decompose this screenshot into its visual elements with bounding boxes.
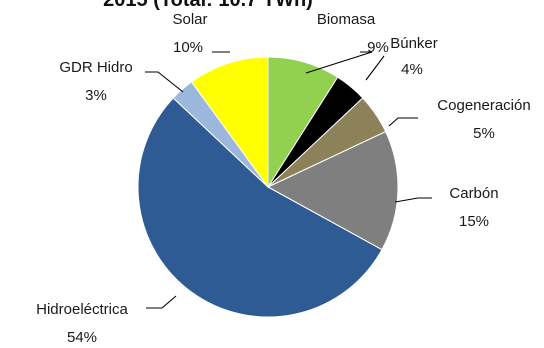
- slice-percent-gdr-hidro: 3%: [85, 87, 107, 104]
- slice-name-cogeneracion: Cogeneración: [437, 97, 530, 114]
- slice-percent-cogeneracion: 5%: [473, 125, 495, 142]
- slice-name-solar: Solar: [172, 11, 207, 28]
- slice-labels: Biomasa 9% Búnker 4% Cogeneración 5% Carbón 15%…: [36, 11, 531, 346]
- chart-title: 2015 (Total: 10.7 TWh): [103, 0, 313, 11]
- slice-name-gdr-hidro: GDR Hidro: [59, 59, 132, 76]
- slice-percent-bunker: 4%: [401, 61, 423, 78]
- leader-line-carbon: [394, 197, 432, 203]
- slice-percent-hidroelectrica: 54%: [67, 329, 97, 346]
- leader-line-gdr-hidro: [145, 71, 184, 93]
- pie-slice-carbon: [266, 130, 399, 251]
- pie-slice-hidroelectrica: [137, 97, 383, 318]
- slice-name-carbon: Carbón: [449, 185, 498, 202]
- leader-line-cogeneracion: [388, 117, 418, 127]
- leader-lines: [145, 51, 432, 309]
- slice-percent-solar: 10%: [173, 39, 203, 56]
- leader-line-biomasa: [305, 51, 373, 74]
- slice-percent-biomasa: 9%: [367, 39, 389, 56]
- slice-name-hidroelectrica: Hidroeléctrica: [36, 301, 128, 318]
- pie-slice-solar: [190, 56, 269, 189]
- slice-name-bunker: Búnker: [390, 35, 438, 52]
- slice-percent-carbon: 15%: [459, 213, 489, 230]
- leader-line-hidroelectrica: [146, 295, 177, 309]
- slice-name-biomasa: Biomasa: [317, 11, 376, 28]
- leader-line-bunker: [365, 55, 385, 81]
- pie-slices: [137, 56, 399, 318]
